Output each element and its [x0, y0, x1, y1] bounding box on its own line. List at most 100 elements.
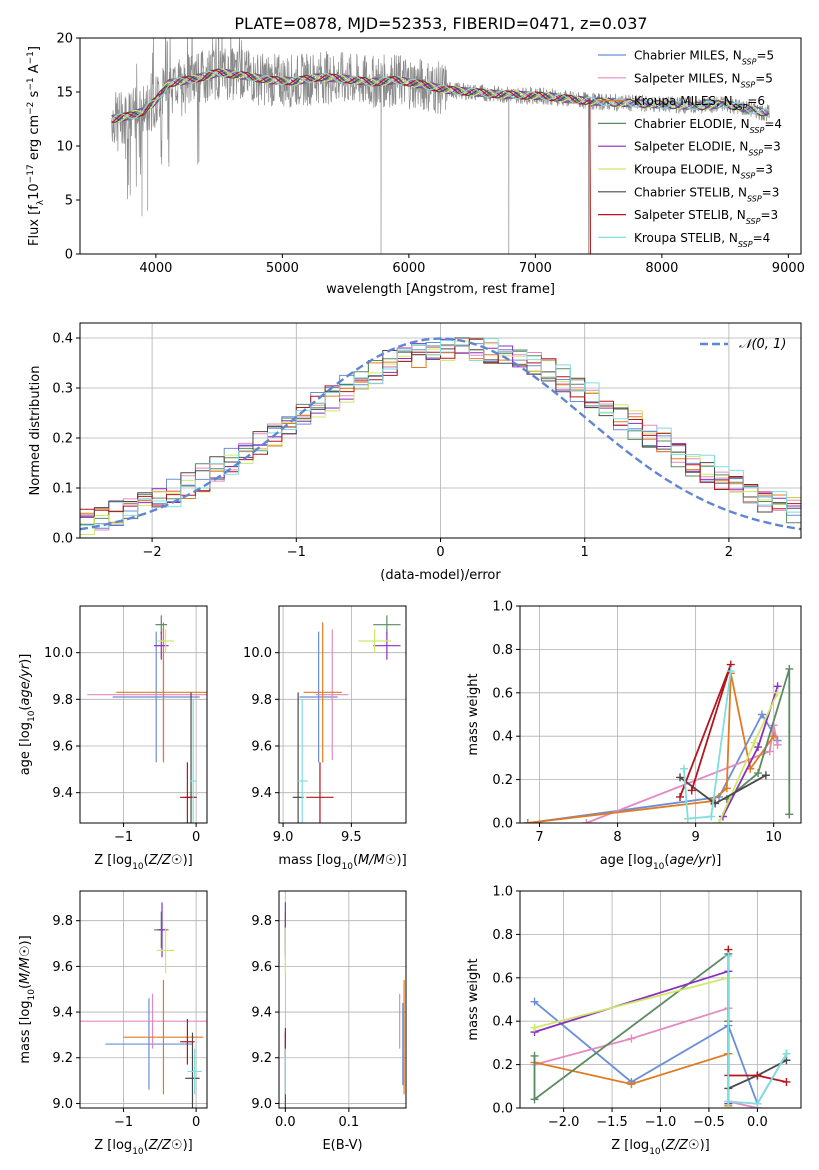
- label-part: age [log: [18, 722, 33, 775]
- label-part: 10: [132, 862, 144, 872]
- errorbar-salpeter-miles: [80, 993, 207, 1049]
- errorbar-kroupa-miles: [123, 980, 204, 1095]
- x-tick-label: −1: [114, 830, 133, 845]
- weight_vs_Z-panel: [520, 890, 801, 1109]
- weight-marker: [754, 743, 763, 752]
- label-part: (: [353, 853, 358, 868]
- errorbar-chabrier-elodie: [373, 615, 401, 634]
- age_vs_Z-frame: −1 09.49.69.810.0Z [log10(Z/Z☉)]age [log1…: [18, 605, 208, 872]
- weight-line: [527, 712, 779, 823]
- label-part: )]: [183, 1138, 193, 1153]
- weight-marker: [530, 1095, 539, 1104]
- errorbar-kroupa-elodie: [358, 629, 391, 653]
- weight-marker: [627, 1034, 636, 1043]
- y-tick-label: 9.6: [251, 960, 272, 975]
- errorbar-kroupa-stelib: [189, 699, 197, 823]
- label-part: Z/Z☉: [148, 853, 183, 868]
- label-part: −1: [26, 51, 36, 64]
- x-tick-label: −1.0: [645, 1115, 677, 1130]
- x-tick-label: 0.0: [275, 1115, 296, 1130]
- label-part: mass [log: [18, 1000, 33, 1063]
- legend-name: Chabrier ELODIE, N: [634, 117, 750, 131]
- age_vs_mass-axes-frame: [278, 605, 407, 824]
- x-tick-label: −2: [143, 545, 162, 560]
- label-part: A: [27, 64, 42, 77]
- model-line-chabrier-stelib: [111, 68, 770, 123]
- label-part: ]: [27, 46, 42, 51]
- y-tick-label: 0.4: [492, 1015, 513, 1030]
- weight-marker: [683, 814, 692, 823]
- x-axis-label: Z [log10(Z/Z☉)]: [611, 1138, 709, 1157]
- x-tick-label: 5000: [266, 261, 299, 276]
- label-part: mass [log: [278, 853, 341, 868]
- y-tick-label: 9.8: [52, 914, 73, 929]
- weight-marker: [765, 747, 774, 756]
- y-tick-label: 0.2: [52, 432, 73, 447]
- y-tick-label: 0.8: [492, 928, 513, 943]
- label-part: (: [144, 853, 149, 868]
- x-axis-label: age [log10(age/yr)]: [600, 853, 722, 872]
- age_vs_mass-frame: 9.0 9.5 9.4 9.6 9.8 10.0 mass [log10(M/M☉)]: [243, 605, 407, 872]
- y-tick-label: 0.3: [52, 382, 73, 397]
- y-tick-label: 9.6: [52, 740, 73, 755]
- label-part: Z [log: [611, 1138, 649, 1153]
- x-axis-label: (data-model)/error: [380, 568, 501, 583]
- legend-value: =4: [753, 231, 771, 245]
- x-tick-label: 6000: [392, 261, 425, 276]
- errorbar-kroupa-miles: [303, 622, 342, 763]
- weight-marker: [750, 738, 759, 747]
- mass_vs_Z-plot-area: [80, 902, 207, 1108]
- weight-line: [726, 668, 791, 815]
- label-part: 10: [132, 1147, 144, 1157]
- weight_vs_Z-plot-area: [530, 945, 791, 1108]
- y-tick-label: 9.4: [251, 786, 272, 801]
- label-part: 10: [653, 862, 665, 872]
- label-part: (: [664, 853, 669, 868]
- label-part: Z/Z☉: [665, 1138, 700, 1153]
- weight-marker: [785, 664, 794, 673]
- legend-subscript: SSP: [748, 148, 763, 157]
- spectrum-panel: [111, 38, 770, 254]
- y-tick-label: 0.6: [492, 686, 513, 701]
- normal-curve: [80, 337, 801, 531]
- weight-marker: [773, 740, 782, 749]
- age_vs_mass-plot-area: [292, 615, 401, 823]
- spectrum-frame: 4000 5000 6000 7000 8000 9000 0 5 10 15 20 waveleng…: [26, 32, 805, 298]
- label-part: −2: [26, 102, 36, 115]
- y-tick-label: 9.8: [251, 693, 272, 708]
- weight-marker: [530, 1023, 539, 1032]
- label-part: )]: [700, 1138, 710, 1153]
- x-tick-label: 8: [613, 830, 621, 845]
- errorbar-kroupa-elodie: [156, 629, 175, 653]
- y-tick-label: 10.0: [243, 646, 272, 661]
- legend-label: Kroupa ELODIE, NSSP=3: [634, 163, 773, 181]
- x-tick-label: −0.5: [693, 1115, 725, 1130]
- errorbar-salpeter-stelib: [180, 762, 195, 823]
- label-part: (: [18, 984, 33, 989]
- label-part: Z/Z☉: [148, 1138, 183, 1153]
- weight-series-kroupa-miles: [530, 1017, 733, 1108]
- label-part: 10: [27, 710, 37, 722]
- weight-marker: [627, 1080, 636, 1089]
- x-tick-label: −1.5: [596, 1115, 628, 1130]
- label-part: (: [18, 706, 33, 711]
- y-tick-label: 9.8: [52, 693, 73, 708]
- y-tick-label: 10: [56, 140, 73, 155]
- x-tick-label: −1: [114, 1115, 133, 1130]
- legend-value: =4: [764, 117, 782, 131]
- y-tick-label: 0.4: [492, 730, 513, 745]
- weight-line: [727, 956, 788, 1105]
- x-tick-label: 9000: [772, 261, 805, 276]
- legend-subscript: SSP: [738, 239, 753, 248]
- errorbar-salpeter-stelib: [180, 1018, 195, 1065]
- errorbar-chabrier-elodie: [155, 615, 168, 634]
- y-tick-label: 0.2: [492, 1058, 513, 1073]
- residuals-plot-area: [80, 337, 801, 538]
- legend-value: =6: [747, 94, 765, 108]
- legend-label: Salpeter ELODIE, NSSP=3: [634, 140, 781, 158]
- x-tick-label: 9.0: [273, 830, 294, 845]
- x-tick-label: −2.0: [548, 1115, 580, 1130]
- errorbar-salpeter-miles: [315, 629, 349, 760]
